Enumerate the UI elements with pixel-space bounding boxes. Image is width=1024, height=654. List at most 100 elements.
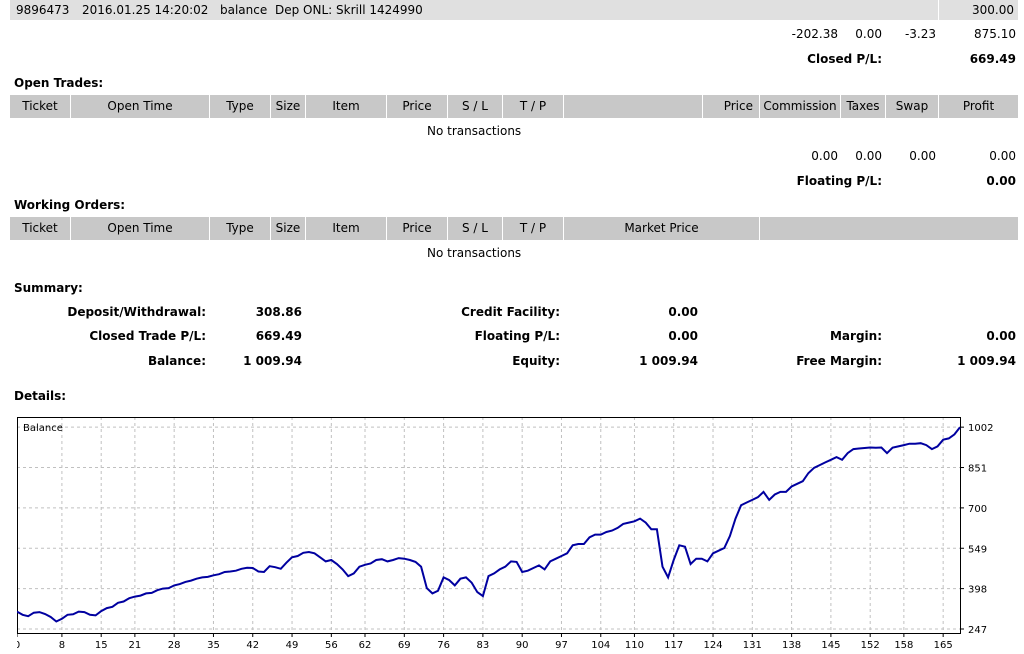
closed-commission: -202.38 <box>791 27 838 41</box>
col-commission: Commission <box>763 99 837 113</box>
wo-col-ticket: Ticket <box>22 221 58 235</box>
x-tick-label: 152 <box>861 640 880 651</box>
margin-value: 0.00 <box>986 329 1016 343</box>
y-tick-label: 247 <box>968 625 987 636</box>
top-type: balance <box>220 3 268 17</box>
col-swap: Swap <box>895 99 929 113</box>
closed-taxes: 0.00 <box>855 27 882 41</box>
top-time: 2016.01.25 14:20:02 <box>82 3 209 17</box>
chart-grid <box>17 417 960 633</box>
wo-col-price: Price <box>402 221 432 235</box>
summary-floating-value: 0.00 <box>668 329 698 343</box>
x-tick-label: 138 <box>782 640 801 651</box>
open-commission-total: 0.00 <box>811 149 838 163</box>
top-comment: Dep ONL: Skrill 1424990 <box>275 3 423 17</box>
equity-value: 1 009.94 <box>639 354 698 368</box>
floating-pl-label: Floating P/L: <box>796 174 882 188</box>
x-tick-label: 124 <box>703 640 722 651</box>
summary-title: Summary: <box>14 281 83 295</box>
top-ticket: 9896473 <box>16 3 70 17</box>
x-tick-label: 104 <box>591 640 610 651</box>
x-tick-label: 42 <box>246 640 259 651</box>
x-tick-label: 28 <box>168 640 181 651</box>
x-tick-label: 62 <box>359 640 372 651</box>
y-tick-label: 398 <box>968 585 987 596</box>
free-margin-label: Free Margin: <box>796 354 882 368</box>
top-amount: 300.00 <box>972 3 1014 17</box>
x-tick-label: 56 <box>325 640 338 651</box>
balance-label: Balance: <box>147 354 206 368</box>
closed-trade-value: 669.49 <box>255 329 302 343</box>
working-orders-title: Working Orders: <box>14 198 126 212</box>
x-tick-label: 0 <box>17 640 20 651</box>
y-axis-ticks: 1002 851 700 549 398 247 <box>960 423 993 636</box>
col-taxes: Taxes <box>846 99 880 113</box>
chart-frame <box>17 417 961 634</box>
floating-pl-value: 0.00 <box>986 174 1016 188</box>
open-taxes-total: 0.00 <box>855 149 882 163</box>
x-tick-label: 15 <box>95 640 108 651</box>
deposit-value: 308.86 <box>255 305 302 319</box>
col-market-price: Price <box>723 99 753 113</box>
x-axis-ticks: 0 8 15 21 28 35 42 49 56 62 69 76 83 90 97 104 110 117 124… <box>17 633 953 651</box>
chart-title: Balance <box>23 423 63 434</box>
deposit-label: Deposit/Withdrawal: <box>67 305 206 319</box>
balance-series-line <box>17 426 961 623</box>
x-tick-label: 21 <box>129 640 142 651</box>
x-tick-label: 110 <box>625 640 644 651</box>
balance-chart: Balance 0 8 15 21 28 35 42 49 56 62 69 76 83 90 97 104 1… <box>17 417 993 651</box>
closed-pl-label: Closed P/L: <box>807 52 882 66</box>
closed-trade-label: Closed Trade P/L: <box>89 329 206 343</box>
wo-col-type: Type <box>226 221 254 235</box>
col-price: Price <box>402 99 432 113</box>
wo-col-tp: T / P <box>519 221 547 235</box>
x-tick-label: 117 <box>664 640 683 651</box>
working-orders-empty: No transactions <box>427 246 522 260</box>
closed-pl-value: 669.49 <box>969 52 1016 66</box>
col-blank <box>564 95 702 118</box>
x-tick-label: 83 <box>477 640 490 651</box>
free-margin-value: 1 009.94 <box>957 354 1016 368</box>
x-tick-label: 8 <box>59 640 65 651</box>
margin-label: Margin: <box>829 329 882 343</box>
x-tick-label: 131 <box>743 640 762 651</box>
wo-col-sl: S / L <box>462 221 488 235</box>
col-sl: S / L <box>462 99 488 113</box>
y-tick-label: 700 <box>968 504 987 515</box>
x-tick-label: 97 <box>555 640 568 651</box>
summary-floating-label: Floating P/L: <box>474 329 560 343</box>
credit-value: 0.00 <box>668 305 698 319</box>
open-trades-title: Open Trades: <box>14 76 104 90</box>
x-tick-label: 165 <box>934 640 953 651</box>
wo-col-size: Size <box>275 221 301 235</box>
col-ticket: Ticket <box>22 99 58 113</box>
open-trades-header: Ticket Open Time Type Size Item Price S … <box>10 95 1018 118</box>
closed-profit: 875.10 <box>974 27 1016 41</box>
x-tick-label: 158 <box>894 640 913 651</box>
open-swap-total: 0.00 <box>909 149 936 163</box>
col-size: Size <box>275 99 301 113</box>
wo-col-market-price: Market Price <box>624 221 699 235</box>
working-orders-header: Ticket Open Time Type Size Item Price S … <box>10 217 1018 240</box>
col-tp: T / P <box>519 99 547 113</box>
wo-col-open-time: Open Time <box>107 221 173 235</box>
wo-col-item: Item <box>332 221 360 235</box>
x-tick-label: 145 <box>821 640 840 651</box>
closed-swap: -3.23 <box>904 27 936 41</box>
x-tick-label: 69 <box>398 640 411 651</box>
col-type: Type <box>226 99 254 113</box>
equity-label: Equity: <box>512 354 560 368</box>
y-tick-label: 549 <box>968 544 987 555</box>
y-tick-label: 851 <box>968 464 987 475</box>
col-profit: Profit <box>962 99 995 113</box>
credit-label: Credit Facility: <box>461 305 560 319</box>
x-tick-label: 76 <box>437 640 450 651</box>
y-tick-label: 1002 <box>968 423 993 434</box>
open-trades-empty: No transactions <box>427 124 522 138</box>
wo-col-blank <box>760 217 1018 240</box>
col-open-time: Open Time <box>107 99 173 113</box>
top-row-bar: 9896473 2016.01.25 14:20:02 balance Dep … <box>10 0 1018 20</box>
x-tick-label: 35 <box>207 640 220 651</box>
open-profit-total: 0.00 <box>989 149 1016 163</box>
balance-value: 1 009.94 <box>243 354 302 368</box>
